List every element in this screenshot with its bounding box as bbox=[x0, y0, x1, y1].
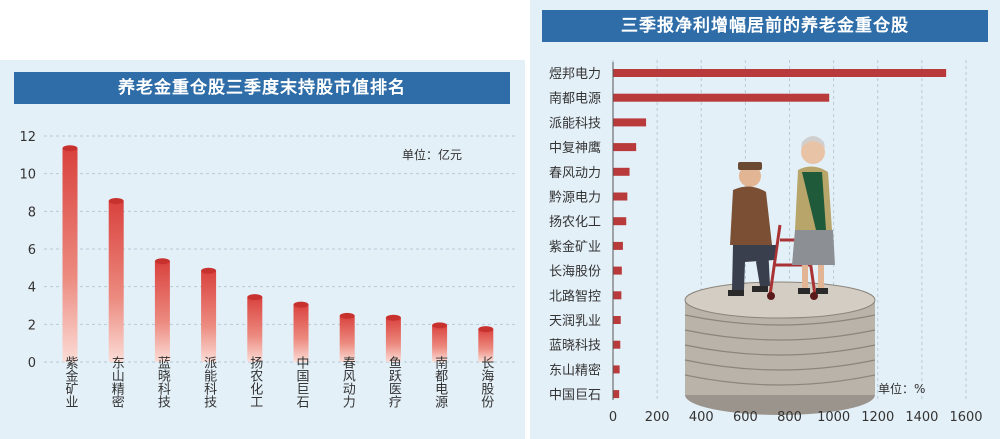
left-y-tick-label: 10 bbox=[19, 168, 36, 183]
right-x-tick-label: 1200 bbox=[861, 410, 894, 425]
right-bar bbox=[613, 365, 620, 374]
left-bar-cap bbox=[478, 326, 494, 333]
left-bar bbox=[62, 147, 78, 362]
left-unit-label: 单位：亿元 bbox=[402, 147, 462, 162]
right-category-label: 东山精密 bbox=[549, 362, 601, 378]
elderly-couple-on-coin-stack-illustration bbox=[684, 136, 876, 415]
right-x-tick-label: 0 bbox=[609, 410, 617, 425]
right-x-tick-label: 800 bbox=[777, 410, 802, 425]
right-bar bbox=[613, 316, 621, 324]
right-x-tick-label: 1000 bbox=[817, 410, 850, 425]
left-bar bbox=[154, 260, 170, 362]
left-chart-panel: 养老金重仓股三季度末持股市值排名 0 2 4 6 8 10 12 紫金矿业 东山精密 蓝晓科技 派… bbox=[0, 60, 525, 439]
right-category-label: 中国巨石 bbox=[549, 388, 601, 403]
left-bar-cap bbox=[62, 145, 78, 152]
right-bar-chart: 煜邦电力南都电源派能科技中复神鹰春风动力黔源电力扬农化工紫金矿业长海股份北路智控… bbox=[549, 60, 983, 425]
left-bar-cap bbox=[293, 301, 309, 308]
left-y-tick-label: 6 bbox=[28, 243, 36, 258]
left-category-label: 中国巨石 bbox=[294, 356, 310, 408]
left-y-tick-label: 0 bbox=[28, 356, 36, 371]
right-x-tick-label: 200 bbox=[645, 410, 670, 425]
left-bar bbox=[339, 314, 355, 362]
left-category-label: 扬农化工 bbox=[247, 356, 262, 408]
right-chart-panel: 三季报净利增幅居前的养老金重仓股 bbox=[530, 0, 1000, 439]
left-bar bbox=[201, 269, 217, 362]
left-bar-cap bbox=[339, 312, 355, 319]
right-unit-label: 单位：% bbox=[878, 381, 925, 396]
right-bar bbox=[613, 241, 623, 250]
left-y-tick-label: 4 bbox=[28, 281, 36, 296]
left-bar bbox=[478, 328, 494, 362]
right-x-tick-label: 400 bbox=[689, 410, 714, 425]
left-bar-chart: 0 2 4 6 8 10 12 紫金矿业 东山精密 蓝晓科技 派能科技 扬农化工 中国巨石 春风动力 鱼跃… bbox=[19, 130, 515, 409]
left-bar-cap bbox=[154, 258, 170, 265]
right-bar bbox=[613, 390, 620, 399]
left-bar-cap bbox=[432, 322, 448, 329]
right-x-tick-label: 600 bbox=[733, 410, 758, 425]
right-bar bbox=[613, 93, 830, 102]
left-category-label: 鱼跃医疗 bbox=[386, 355, 402, 408]
left-category-label: 蓝晓科技 bbox=[155, 356, 171, 408]
right-category-label: 春风动力 bbox=[549, 166, 601, 181]
left-bar bbox=[385, 316, 401, 362]
left-category-label: 春风动力 bbox=[340, 356, 356, 409]
right-x-tick-label: 1400 bbox=[905, 410, 938, 425]
right-bar bbox=[613, 217, 627, 226]
right-category-label: 蓝晓科技 bbox=[549, 339, 601, 354]
left-category-label: 紫金矿业 bbox=[63, 356, 79, 408]
left-bar-cap bbox=[201, 267, 217, 274]
right-category-label: 南都电源 bbox=[549, 91, 601, 107]
right-category-label: 北路智控 bbox=[549, 288, 601, 304]
right-bar bbox=[613, 266, 622, 275]
left-category-label: 东山精密 bbox=[109, 356, 125, 408]
left-y-tick-label: 12 bbox=[19, 130, 36, 145]
right-bar bbox=[613, 167, 630, 176]
right-category-label: 中复神鹰 bbox=[549, 140, 601, 156]
left-category-label: 长海股份 bbox=[478, 356, 494, 408]
right-category-label: 黔源电力 bbox=[549, 191, 601, 206]
left-y-tick-label: 8 bbox=[28, 205, 36, 220]
left-bar-cap bbox=[247, 294, 263, 301]
right-category-label: 煜邦电力 bbox=[549, 67, 601, 82]
right-category-label: 扬农化工 bbox=[549, 215, 601, 230]
right-bar bbox=[613, 143, 637, 152]
right-x-tick-label: 1600 bbox=[949, 410, 982, 425]
left-category-label: 派能科技 bbox=[201, 356, 217, 408]
left-category-label: 南都电源 bbox=[432, 355, 448, 408]
right-chart-title: 三季报净利增幅居前的养老金重仓股 bbox=[542, 10, 988, 42]
right-bar bbox=[613, 69, 947, 77]
right-category-label: 长海股份 bbox=[549, 265, 601, 280]
right-bar bbox=[613, 340, 621, 349]
left-y-tick-label: 2 bbox=[28, 318, 36, 333]
left-bar bbox=[108, 200, 124, 362]
right-category-label: 紫金矿业 bbox=[549, 239, 601, 255]
left-bar bbox=[432, 324, 448, 362]
left-bar bbox=[293, 303, 309, 362]
right-category-label: 天润乳业 bbox=[549, 314, 601, 329]
left-bar-cap bbox=[108, 198, 124, 205]
right-bar bbox=[613, 291, 622, 300]
left-chart-title: 养老金重仓股三季度末持股市值排名 bbox=[14, 72, 510, 104]
right-category-label: 派能科技 bbox=[549, 116, 601, 131]
left-bar bbox=[247, 296, 263, 362]
right-bar bbox=[613, 192, 628, 201]
left-bar-cap bbox=[385, 314, 401, 321]
right-bar bbox=[613, 118, 647, 127]
